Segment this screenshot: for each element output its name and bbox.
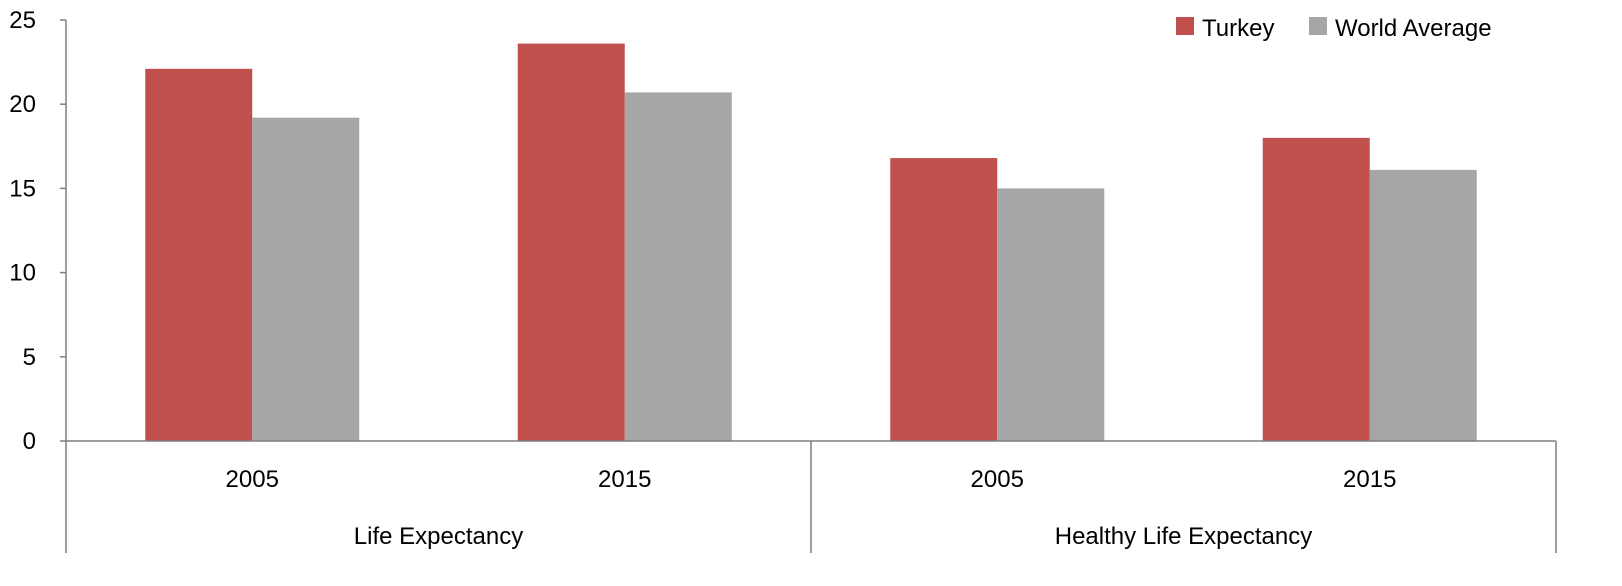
bar-turkey: [517, 43, 625, 442]
y-tick-label: 5: [23, 344, 36, 371]
y-axis: 0 5 10 15 20 25: [9, 7, 67, 553]
x-category-label: 2005: [971, 466, 1024, 493]
legend: Turkey World Average: [1176, 15, 1492, 42]
y-tick-label: 20: [9, 91, 36, 118]
bar-world-average: [624, 92, 732, 442]
y-tick-label: 15: [9, 175, 36, 202]
x-axis: 2005 2015 2005 2015 Life Expectancy Healthy L…: [66, 440, 1557, 553]
bar-world-average: [252, 117, 360, 441]
bar-turkey: [890, 158, 998, 441]
x-category-label: 2015: [598, 466, 651, 493]
legend-label: World Average: [1335, 15, 1492, 42]
legend-swatch: [1176, 17, 1194, 35]
x-group-label: Healthy Life Expectancy: [1055, 523, 1312, 550]
y-tick-label: 25: [9, 7, 36, 34]
x-category-label: 2005: [226, 466, 279, 493]
bar-turkey: [1262, 137, 1370, 441]
bar-world-average: [997, 188, 1105, 441]
bar-turkey: [145, 68, 253, 441]
x-category-label: 2015: [1343, 466, 1396, 493]
y-tick-label: 10: [9, 260, 36, 287]
legend-swatch: [1309, 17, 1327, 35]
bar-world-average: [1369, 169, 1477, 441]
legend-label: Turkey: [1202, 15, 1274, 42]
bars-layer: [145, 43, 1477, 442]
x-group-label: Life Expectancy: [354, 523, 523, 550]
y-tick-label: 0: [23, 428, 36, 455]
